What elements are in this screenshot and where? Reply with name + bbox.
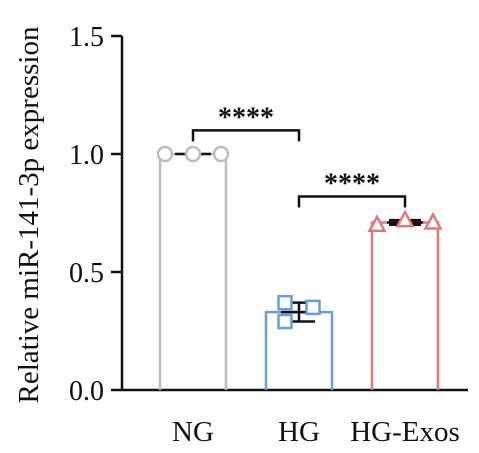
data-point-hg: [277, 313, 293, 330]
data-point-hg-exos: [367, 214, 387, 233]
y-tick-label: 1.0: [69, 140, 104, 171]
data-point-hg-exos: [395, 209, 415, 228]
significance-bracket: ****: [297, 168, 407, 208]
bar-hg-exos: [370, 221, 440, 390]
data-point-hg: [277, 294, 293, 311]
category-label-hg: HG: [278, 416, 320, 448]
data-point-ng: [184, 145, 202, 163]
error-bars: [175, 152, 423, 323]
data-point-ng: [212, 145, 230, 163]
data-point-hg: [305, 299, 321, 316]
category-label-hg-exos: HG-Exos: [350, 416, 460, 448]
data-points: [156, 145, 443, 330]
bars: [158, 152, 440, 390]
data-point-hg-exos: [423, 211, 443, 230]
bar-hg: [264, 310, 334, 390]
significance-bracket: ****: [191, 102, 301, 142]
category-labels: NG HG HG-Exos: [172, 416, 460, 448]
category-label-ng: NG: [172, 416, 214, 448]
significance-brackets: **** ****: [191, 102, 407, 208]
significance-label: ****: [324, 168, 380, 199]
y-tick-label: 1.5: [69, 22, 104, 53]
axes: 0.0 0.5 1.0 1.5: [69, 22, 468, 407]
significance-label: ****: [218, 102, 274, 133]
data-point-ng: [156, 145, 174, 163]
bar-ng: [158, 152, 228, 390]
y-tick-label: 0.5: [69, 258, 104, 289]
y-tick-label: 0.0: [69, 376, 104, 407]
y-axis-label: Relative miR-141-3p expression: [13, 26, 45, 403]
